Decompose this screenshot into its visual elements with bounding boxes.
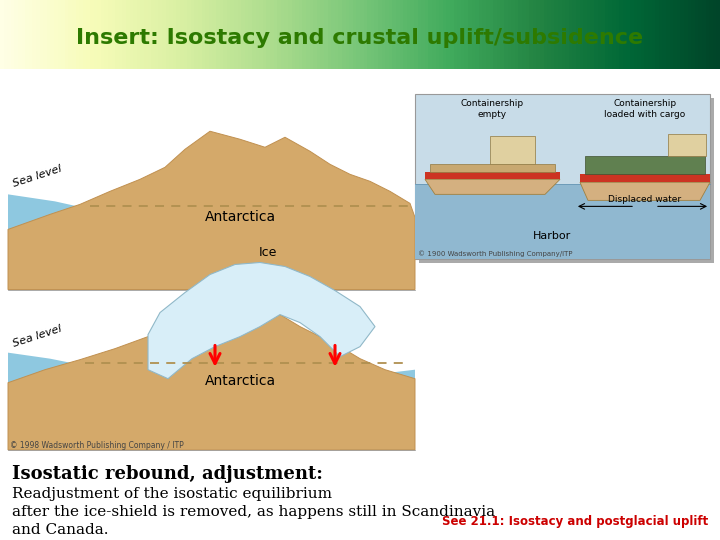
Bar [490,136,535,164]
Bar [585,156,705,174]
Text: and Canada.: and Canada. [12,523,109,537]
Text: Insert: Isostacy and crustal uplift/subsidence: Insert: Isostacy and crustal uplift/subs… [76,28,644,48]
Polygon shape [580,174,710,183]
Bar [415,94,710,260]
Polygon shape [425,179,560,194]
Text: Isostatic rebound, adjustment:: Isostatic rebound, adjustment: [12,465,323,483]
Bar [8,104,415,289]
Text: Readjustment of the isostatic equilibrium: Readjustment of the isostatic equilibriu… [12,487,332,501]
Polygon shape [425,172,560,179]
Polygon shape [8,308,415,450]
Bar [415,184,710,260]
Polygon shape [8,353,175,450]
Text: Antarctica: Antarctica [204,374,276,388]
Bar [8,124,415,298]
Polygon shape [148,262,375,379]
Text: Sea level: Sea level [12,323,63,349]
Text: Ice: Ice [258,246,277,260]
Text: © 1900 Wadsworth Publishing Company/ITP: © 1900 Wadsworth Publishing Company/ITP [418,251,572,258]
Text: Containership
empty: Containership empty [460,99,523,119]
Text: Antarctica: Antarctica [204,211,276,225]
Polygon shape [8,131,415,289]
Text: Sea level: Sea level [12,164,63,190]
Text: Displaced water: Displaced water [608,195,682,204]
Polygon shape [340,370,415,450]
Bar [419,98,714,264]
Text: Harbor: Harbor [534,232,572,241]
Text: See 21.1: Isostacy and postglacial uplift: See 21.1: Isostacy and postglacial uplif… [442,515,708,528]
Polygon shape [430,164,555,172]
Text: after the ice-shield is removed, as happens still in Scandinavia: after the ice-shield is removed, as happ… [12,505,495,519]
Polygon shape [8,194,170,289]
Text: Containership
loaded with cargo: Containership loaded with cargo [604,99,685,119]
Bar [668,134,706,156]
Text: © 1998 Wadsworth Publishing Company / ITP: © 1998 Wadsworth Publishing Company / IT… [10,441,184,450]
Polygon shape [580,183,710,200]
